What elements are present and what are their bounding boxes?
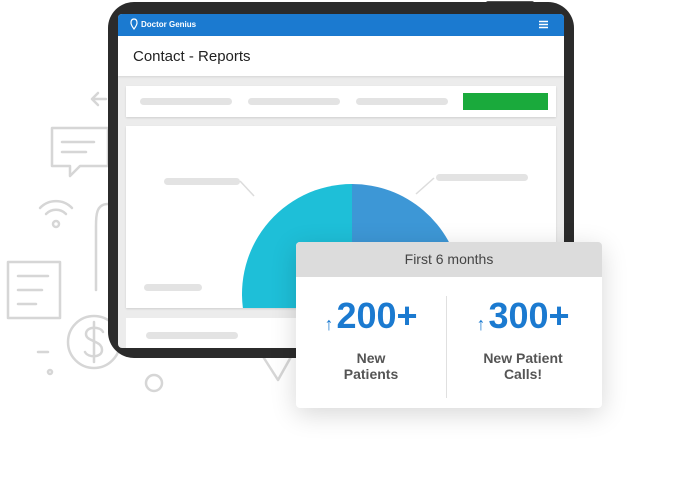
ring-icon (144, 373, 164, 393)
leader-line (239, 180, 255, 197)
page-title-bar: Contact - Reports (118, 36, 564, 76)
row-placeholder (146, 332, 238, 339)
hamburger-menu-icon[interactable] (539, 20, 548, 29)
filter-placeholder[interactable] (248, 98, 340, 105)
logo-text: Doctor Genius (141, 19, 197, 29)
stat-new-patients: ↑ 200+ New Patients (296, 294, 446, 382)
pin-shape-icon (260, 353, 294, 382)
label-placeholder (144, 284, 202, 291)
stats-card: First 6 months ↑ 200+ New Patients ↑ 300… (296, 242, 602, 408)
hook-line-icon (94, 202, 110, 292)
stat-new-patient-calls: ↑ 300+ New Patient Calls! (448, 294, 598, 382)
page-title: Contact - Reports (133, 48, 251, 65)
stat-label: New Patient Calls! (483, 350, 563, 382)
stat-label: New Patients (343, 350, 399, 382)
label-placeholder (436, 174, 528, 181)
arrow-up-icon: ↑ (324, 314, 334, 334)
dot-icon (46, 368, 54, 376)
leader-line (415, 177, 435, 195)
chat-bubble-icon (50, 126, 110, 178)
logo[interactable]: Doctor Genius (130, 18, 196, 30)
arrow-up-icon: ↑ (476, 314, 486, 334)
stats-divider (446, 296, 447, 398)
app-header: Doctor Genius (118, 14, 564, 36)
stats-period: First 6 months (296, 242, 602, 277)
filter-placeholder[interactable] (356, 98, 448, 105)
label-placeholder (164, 178, 240, 185)
action-button[interactable] (463, 93, 548, 110)
stat-value: 300+ (488, 295, 570, 336)
document-icon (6, 260, 62, 320)
stat-value: 200+ (336, 295, 418, 336)
tooth-pin-icon (130, 18, 138, 30)
wifi-icon (38, 199, 74, 229)
filter-placeholder[interactable] (140, 98, 232, 105)
filter-toolbar (126, 86, 556, 117)
arrow-left-icon (90, 91, 108, 107)
